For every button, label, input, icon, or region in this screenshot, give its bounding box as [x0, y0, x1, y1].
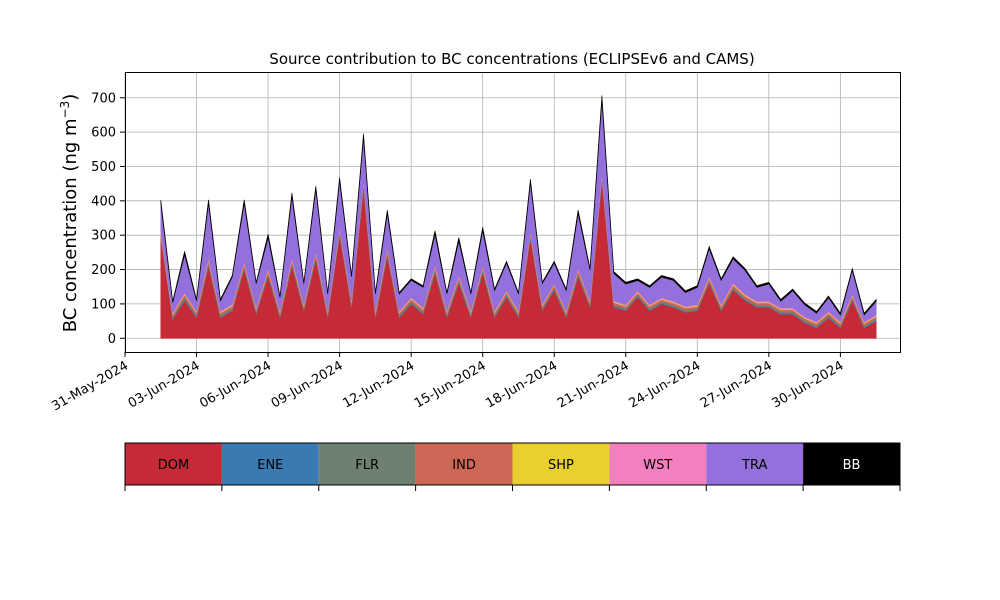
legend-swatch-ind	[415, 443, 513, 485]
legend-label-ind: IND	[452, 458, 476, 473]
x-tick-label: 18-Jun-2024	[483, 358, 560, 411]
y-axis-label-close: )	[60, 94, 81, 101]
y-tick-label: 500	[91, 160, 116, 175]
x-tick-label: 24-Jun-2024	[626, 358, 703, 411]
legend-swatch-wst	[609, 443, 707, 485]
legend-colorbar: DOM ENE FLR IND SHP WST TRA BB	[124, 442, 901, 491]
legend-label-bb: BB	[843, 458, 861, 473]
plot-frame	[125, 72, 901, 353]
x-axis: 31-May-202403-Jun-202406-Jun-202409-Jun-…	[49, 352, 846, 414]
y-axis-label-superscript: −3	[58, 101, 72, 119]
legend-label-dom: DOM	[158, 458, 189, 473]
x-tick-label: 31-May-2024	[49, 358, 131, 414]
legend-swatch-bb	[803, 443, 900, 485]
y-tick-label: 200	[91, 263, 116, 278]
legend-swatch-flr	[318, 443, 416, 485]
x-tick-label: 06-Jun-2024	[197, 358, 274, 411]
legend-swatch-dom	[125, 443, 222, 485]
x-tick-label: 15-Jun-2024	[412, 358, 489, 411]
y-tick-label: 0	[108, 332, 116, 347]
y-tick-label: 400	[91, 194, 116, 209]
legend-label-ene: ENE	[257, 458, 283, 473]
x-tick-label: 09-Jun-2024	[269, 358, 346, 411]
y-axis-label: BC concentration (ng m−3)	[58, 94, 81, 333]
x-tick-label: 21-Jun-2024	[555, 358, 632, 411]
y-tick-label: 100	[91, 297, 116, 312]
y-tick-label: 700	[91, 91, 116, 106]
y-axis-label-text: BC concentration (ng m	[60, 118, 81, 332]
legend-swatch-shp	[512, 443, 610, 485]
chart-title: Source contribution to BC concentrations…	[269, 50, 754, 68]
legend-swatch-ene	[221, 443, 319, 485]
legend-label-wst: WST	[643, 458, 672, 473]
legend-label-flr: FLR	[355, 458, 379, 473]
y-axis: 0 100 200 300 400 500 600 700	[91, 91, 125, 347]
area-series-bb	[160, 95, 877, 316]
y-tick-label: 300	[91, 229, 116, 244]
legend-swatch-tra	[706, 443, 804, 485]
x-tick-label: 12-Jun-2024	[340, 358, 417, 411]
x-tick-label: 03-Jun-2024	[126, 358, 203, 411]
legend-label-shp: SHP	[548, 458, 574, 473]
stacked-areas	[160, 95, 877, 339]
x-tick-label: 30-Jun-2024	[770, 358, 847, 411]
x-tick-label: 27-Jun-2024	[698, 358, 775, 411]
legend-label-tra: TRA	[741, 458, 767, 473]
y-tick-label: 600	[91, 126, 116, 141]
